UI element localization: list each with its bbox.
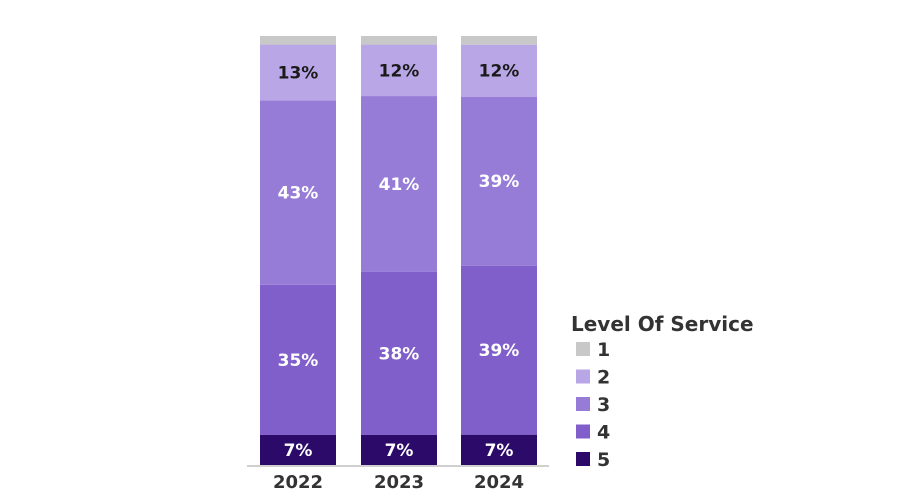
legend-swatch-level-2 (576, 369, 590, 384)
bar-segment-2022-level-2 (260, 44, 336, 101)
bar-segment-2022-level-5 (260, 434, 336, 465)
data-label-2024-level-2: 12% (479, 62, 520, 82)
legend-label-level-2: 2 (597, 367, 610, 389)
bar-segment-2023-level-3 (361, 96, 437, 272)
bar-segment-2024-level-1 (461, 36, 537, 45)
legend-swatch-level-3 (576, 397, 590, 411)
legend-swatch-level-4 (576, 424, 590, 439)
x-tick-labels: 2022 2023 2024 (273, 472, 524, 493)
bar-segment-2022-level-1 (260, 36, 336, 45)
x-tick-label-2022: 2022 (273, 472, 323, 493)
bar-segment-2024-level-5 (461, 434, 537, 465)
bar-segment-2022-level-3 (260, 100, 336, 285)
legend-label-level-4: 4 (597, 422, 610, 444)
legend-label-level-5: 5 (597, 449, 610, 471)
bar-segment-2024-level-4 (461, 265, 537, 435)
data-label-2022-level-5: 7% (284, 441, 313, 461)
legend-title: Level Of Service (571, 312, 754, 336)
legend-label-level-1: 1 (597, 339, 610, 361)
data-label-2022-level-3: 43% (278, 184, 319, 204)
x-tick-label-2024: 2024 (474, 472, 524, 493)
data-label-2022-level-4: 35% (278, 351, 319, 371)
bar-segment-2023-level-4 (361, 271, 437, 435)
bar-segment-2023-level-1 (361, 36, 437, 45)
bar-segment-2023-level-5 (361, 434, 437, 465)
bar-segment-2024-level-2 (461, 44, 537, 97)
legend-items: 1 2 3 4 5 (576, 339, 610, 471)
legend-swatch-level-1 (576, 342, 590, 356)
data-label-2024-level-3: 39% (479, 172, 520, 192)
data-label-2024-level-4: 39% (479, 341, 520, 361)
data-label-2023-level-5: 7% (385, 441, 414, 461)
data-label-2023-level-2: 12% (379, 61, 420, 81)
bar-segment-2024-level-3 (461, 96, 537, 266)
data-label-2023-level-4: 38% (379, 344, 420, 364)
bar-segment-2022-level-4 (260, 284, 336, 435)
data-label-2023-level-3: 41% (379, 175, 420, 195)
data-label-2022-level-2: 13% (278, 63, 319, 83)
legend-label-level-3: 3 (597, 394, 610, 416)
bars-group: 7% 35% 43% 13% 7% 38% 41% 12% 7% 39% 39% 12% (260, 36, 537, 465)
bar-segment-2023-level-2 (361, 44, 437, 97)
legend: Level Of Service 1 2 3 4 5 (571, 312, 754, 471)
legend-swatch-level-5 (576, 452, 590, 466)
x-tick-label-2023: 2023 (374, 472, 424, 493)
data-label-2024-level-5: 7% (485, 441, 514, 461)
